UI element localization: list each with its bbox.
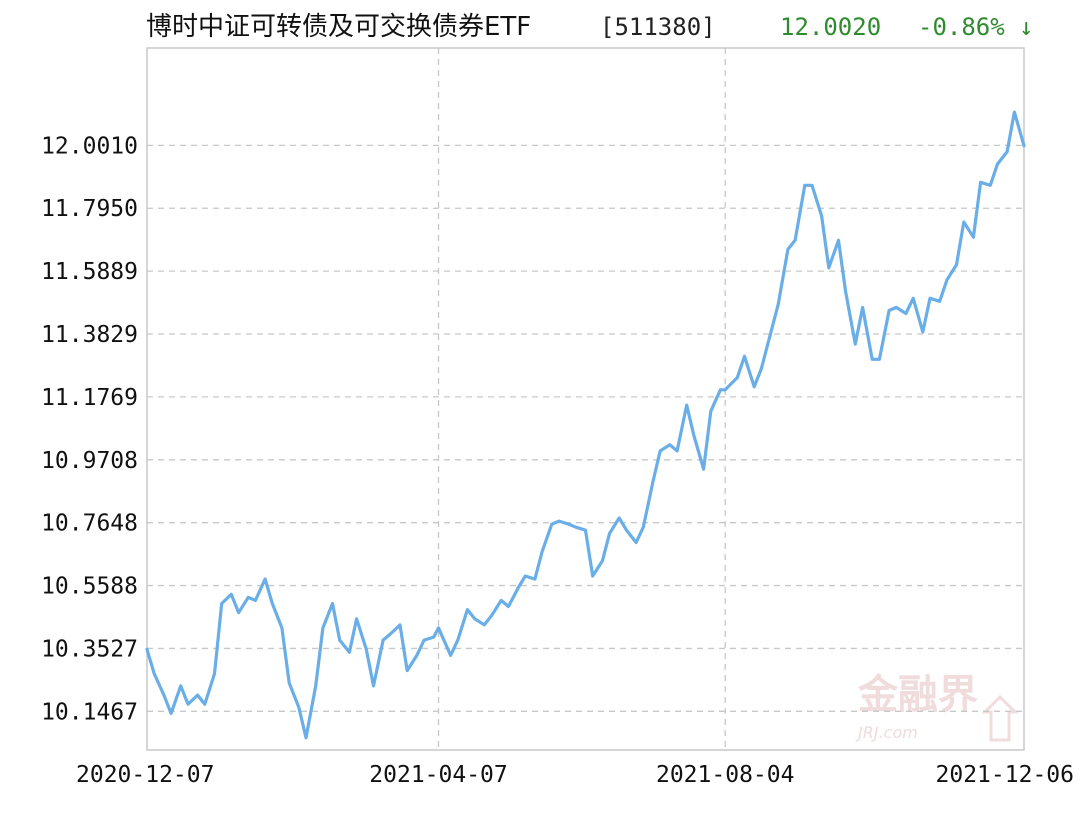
- x-tick-label: 2021-12-06: [936, 762, 1074, 788]
- fund-name: 博时中证可转债及可交换债券ETF: [146, 12, 531, 42]
- y-tick-label: 10.7648: [41, 511, 138, 537]
- price-change: -0.86% ↓: [918, 13, 1034, 41]
- x-tick-label: 2021-04-07: [369, 762, 507, 788]
- latest-price: 12.0020: [780, 13, 881, 41]
- y-tick-label: 10.5588: [41, 574, 138, 600]
- y-tick-label: 12.0010: [41, 133, 138, 159]
- y-tick-label: 11.3829: [41, 322, 138, 348]
- y-tick-label: 10.1467: [41, 699, 138, 725]
- fund-code: [511380]: [600, 13, 716, 41]
- y-tick-label: 10.9708: [41, 448, 138, 474]
- y-tick-label: 11.1769: [41, 385, 138, 411]
- series-line: [145, 110, 1026, 740]
- y-tick-label: 11.5889: [41, 259, 138, 285]
- y-axis-ticks: 12.0010 11.7950 11.5889 11.3829 11.1769 10.97…: [41, 133, 138, 725]
- x-axis-ticks: 2020-12-07 2021-04-07 2021-08-04 2021-12-06: [76, 762, 1074, 788]
- plot-frame: [146, 47, 1025, 751]
- x-tick-label: 2021-08-04: [656, 762, 794, 788]
- watermark-sub: JRJ.com: [855, 723, 918, 742]
- y-tick-label: 11.7950: [41, 196, 138, 222]
- x-tick-label: 2020-12-07: [76, 762, 214, 788]
- series-layer: [145, 110, 1026, 740]
- jrj-watermark-logo: 金融界 JRJ.com: [855, 672, 1019, 742]
- watermark-text: 金融界: [857, 672, 978, 718]
- y-tick-label: 10.3527: [41, 636, 138, 662]
- grid: [147, 48, 1024, 750]
